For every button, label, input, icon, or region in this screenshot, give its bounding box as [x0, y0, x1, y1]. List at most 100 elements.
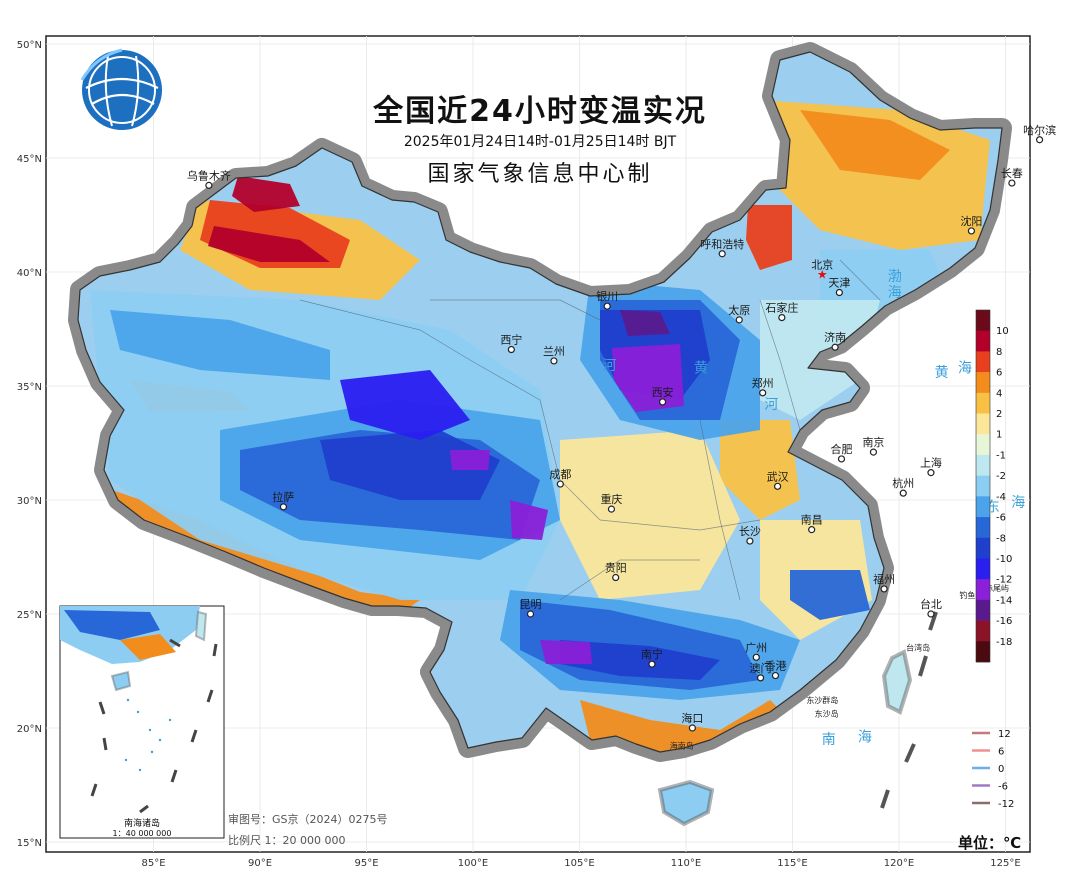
legend-label: -16 [996, 616, 1012, 627]
city-label: 台北 [920, 597, 942, 611]
island-label: 赤尾屿 [985, 584, 1009, 593]
city-dot [1035, 136, 1044, 144]
inset-scale: 1：40 000 000 [112, 829, 172, 838]
legend-label: -1 [996, 450, 1006, 461]
review-number: 审图号：GS京（2024）0275号 [228, 813, 388, 826]
latitude-label: 25°N [17, 610, 42, 621]
temperature-area [612, 344, 684, 412]
city-dot [773, 482, 782, 490]
city-label: 杭州 [892, 476, 914, 490]
legend-swatch [976, 310, 990, 332]
temperature-area [620, 310, 670, 336]
city-dot [648, 660, 656, 668]
city-dot [808, 526, 816, 534]
city-label: 武汉 [767, 470, 789, 483]
legend-label: 4 [996, 388, 1002, 399]
legend-swatch [976, 537, 990, 559]
sea-label: 黄 [694, 359, 708, 376]
contour-legend: 12 6 0 -6 -12 [972, 729, 1014, 810]
organization: 国家气象信息中心制 [427, 162, 653, 187]
city-label: 乌鲁木齐 [187, 168, 231, 182]
cma-logo [80, 48, 162, 130]
longitude-label: 85°E [141, 858, 165, 869]
contour-label: -12 [998, 799, 1014, 810]
longitude-label: 105°E [564, 858, 594, 869]
city-dot [550, 357, 558, 365]
longitude-label: 95°E [354, 858, 378, 869]
legend-swatch [976, 579, 990, 601]
temperature-area [746, 205, 792, 270]
city-label: 海口 [681, 711, 703, 725]
color-legend: 10 8 6 4 2 1 -1 -2 -4 -6 -8 -10 -12 -14 -16 -18 [975, 309, 1012, 663]
latitude-label: 35°N [17, 382, 42, 393]
city-dot [835, 288, 843, 297]
taiwan-island [881, 649, 913, 715]
hainan-island [657, 779, 715, 827]
city-dot [1008, 179, 1016, 187]
legend-label: -10 [996, 554, 1012, 565]
city-label: 长沙 [739, 525, 761, 538]
city-label: 南京 [862, 435, 884, 449]
city-dot [759, 389, 767, 397]
city-dot [771, 671, 780, 680]
temperature-area [720, 420, 800, 520]
city-label: 郑州 [752, 376, 774, 390]
city-dot [752, 653, 760, 661]
city-label: 上海 [920, 456, 942, 470]
temperature-area [208, 226, 330, 262]
legend-label: -4 [996, 492, 1006, 503]
city-label: 银川 [596, 289, 618, 303]
city-dot [869, 448, 878, 456]
city-dot [205, 181, 213, 189]
capital-star-icon: ★ [817, 267, 828, 281]
city-label: 长春 [1001, 167, 1023, 180]
boundary-dash [880, 789, 890, 809]
legend-swatch [976, 372, 990, 394]
island-label: 海南岛 [670, 741, 694, 751]
temperature-area [800, 110, 950, 180]
city-label: 太原 [728, 304, 750, 317]
map-title: 全国近24小时变温实况 [373, 94, 707, 129]
latitude-label: 50°N [17, 40, 42, 51]
legend-label: -6 [996, 513, 1006, 524]
legend-swatch [976, 330, 990, 352]
legend-label: -2 [996, 471, 1006, 482]
city-label: 北京 [811, 257, 833, 271]
city-label: 沈阳 [960, 214, 982, 228]
legend-label: 2 [996, 409, 1002, 420]
city-label: 石家庄 [765, 301, 798, 315]
legend-label: 8 [996, 347, 1002, 358]
legend-swatch [976, 496, 990, 518]
island-label: 东沙群岛 [806, 695, 838, 705]
city-dot [607, 505, 616, 513]
city-dot [718, 250, 726, 258]
city-label: 西宁 [500, 333, 522, 347]
islands [657, 649, 913, 827]
city-dot [746, 537, 754, 545]
temperature-area [790, 570, 870, 620]
temperature-area [450, 450, 490, 470]
contour-label: 12 [998, 729, 1011, 740]
sea-label: 南 [822, 732, 836, 748]
legend-swatch [976, 454, 990, 476]
sea-label: 渤 [888, 269, 902, 285]
temperature-change-field [90, 100, 990, 752]
boundary-dash [918, 655, 928, 677]
boundary-dash [904, 743, 916, 763]
latitude-label: 30°N [17, 496, 42, 507]
city-label: 广州 [745, 641, 767, 654]
temperature-area [760, 100, 990, 250]
longitude-label: 100°E [458, 858, 488, 869]
city-dot [967, 227, 976, 235]
city-dot [526, 610, 535, 618]
map-scale: 比例尺 1：20 000 000 [228, 834, 346, 847]
temperature-area [320, 430, 500, 500]
legend-label: 10 [996, 326, 1009, 337]
longitude-label: 120°E [884, 858, 914, 869]
contour-label: 0 [998, 764, 1004, 775]
city-label: 昆明 [520, 598, 542, 611]
contour-label: -6 [998, 782, 1008, 793]
latitude-label: 20°N [17, 724, 42, 735]
city-label: 拉萨 [272, 490, 294, 504]
